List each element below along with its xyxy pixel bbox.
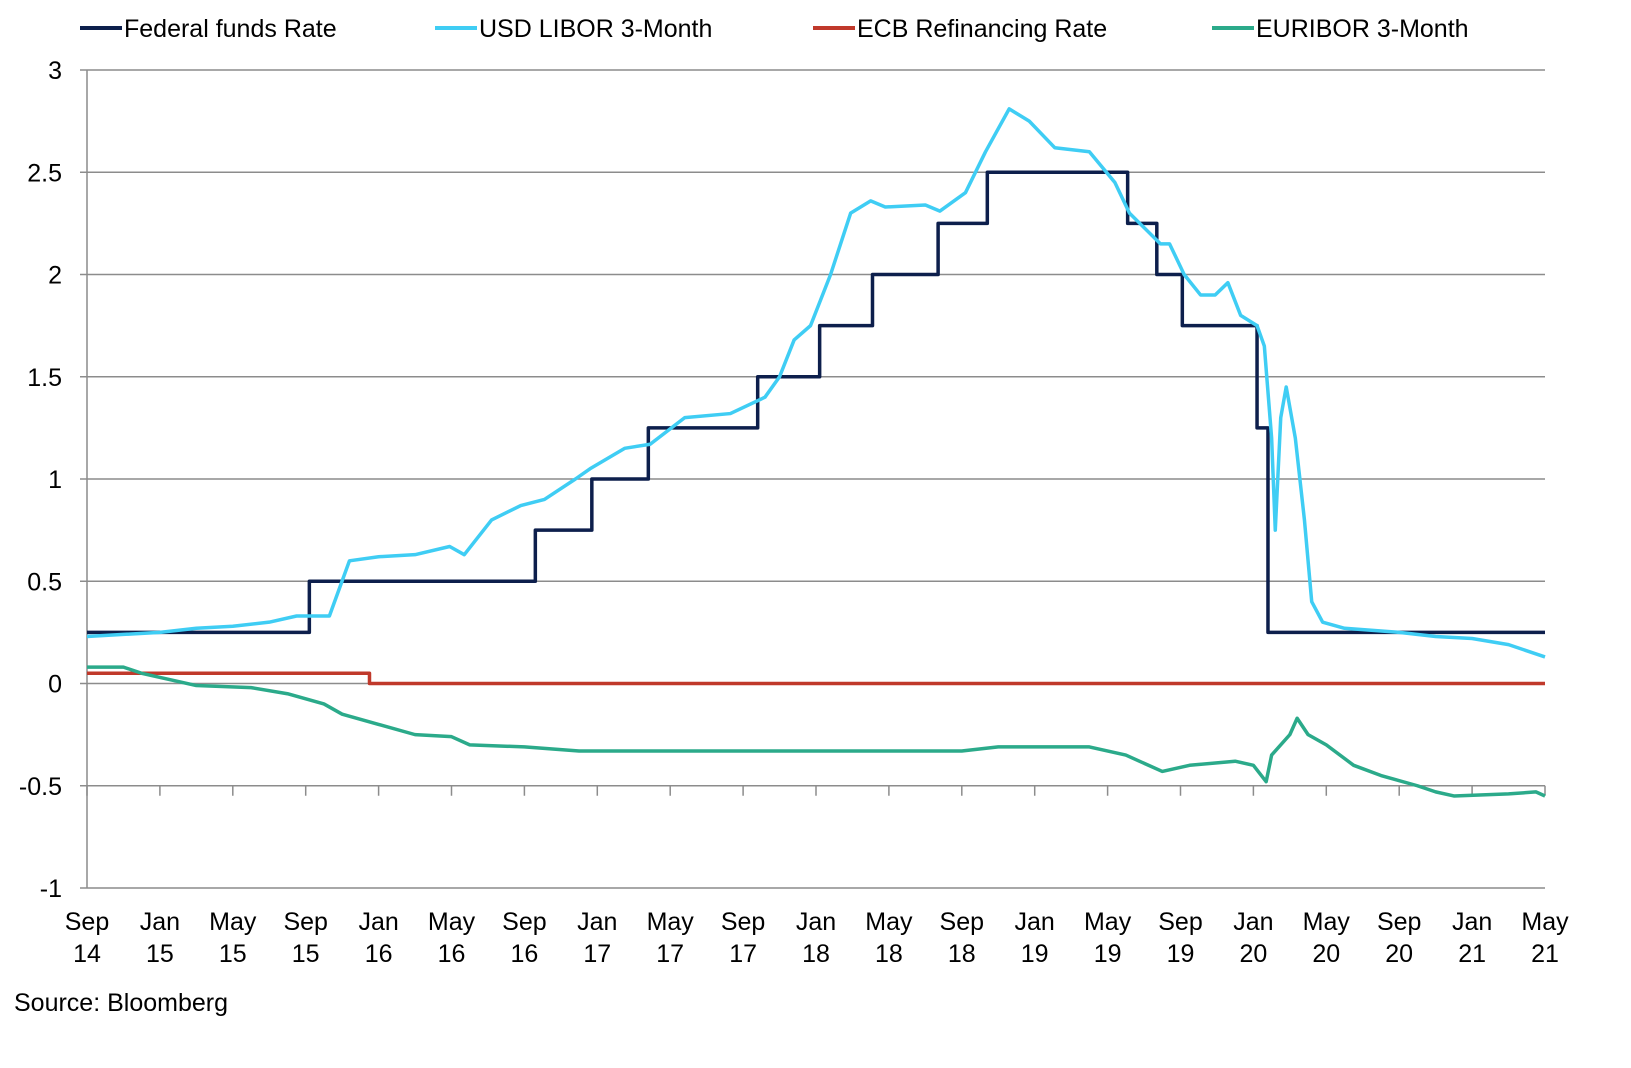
- series-lines: [86, 107, 1546, 798]
- series-line-ecb-refinancing-rate: [87, 671, 1545, 686]
- x-tick-label-month: Sep: [1158, 908, 1202, 936]
- x-tick-label-month: May: [1084, 908, 1132, 936]
- x-tick-label-month: Sep: [1377, 908, 1421, 936]
- y-tick-label: 1.5: [27, 364, 62, 392]
- y-tick-label: 2: [48, 262, 62, 290]
- x-tick-label-month: Jan: [1452, 908, 1492, 936]
- x-tick-label-month: Sep: [502, 908, 546, 936]
- y-tick-label: -1: [40, 875, 62, 903]
- x-tick-label-month: Jan: [1015, 908, 1055, 936]
- x-tick-label-year: 16: [365, 940, 393, 968]
- x-tick-label-month: Jan: [358, 908, 398, 936]
- x-tick-label-year: 15: [292, 940, 320, 968]
- x-tick-label-year: 18: [875, 940, 903, 968]
- x-tick-label-year: 19: [1167, 940, 1195, 968]
- x-tick-label-month: Jan: [140, 908, 180, 936]
- x-tick-label-year: 21: [1531, 940, 1559, 968]
- x-tick-label-month: Sep: [65, 908, 109, 936]
- x-tick-label-year: 14: [73, 940, 101, 968]
- x-tick-label-year: 18: [802, 940, 830, 968]
- series-line-usd-libor-3-month: [86, 107, 1546, 659]
- y-tick-label: 0.5: [27, 568, 62, 596]
- source-note: Source: Bloomberg: [14, 989, 228, 1017]
- y-tick-label: 0: [48, 671, 62, 699]
- x-tick-label-month: May: [865, 908, 913, 936]
- x-tick-label-year: 20: [1385, 940, 1413, 968]
- legend-label-usd-libor-3-month: USD LIBOR 3-Month: [479, 15, 712, 43]
- legend-label-ecb-refinancing-rate: ECB Refinancing Rate: [857, 15, 1107, 43]
- x-tick-label-year: 19: [1094, 940, 1122, 968]
- x-tick-label-year: 20: [1239, 940, 1267, 968]
- x-tick-label-year: 17: [583, 940, 611, 968]
- x-tick-label-year: 21: [1458, 940, 1486, 968]
- gridlines: [87, 69, 1545, 889]
- x-tick-label-year: 17: [729, 940, 757, 968]
- x-tick-label-year: 16: [438, 940, 466, 968]
- x-tick-label-month: May: [1303, 908, 1351, 936]
- x-axis: Sep 14 Jan 15 May 15 Sep 15 Jan 16 May 16 Sep 16 Jan 17…: [65, 785, 1569, 968]
- legend-label-federal-funds-rate: Federal funds Rate: [124, 15, 337, 43]
- x-tick-label-year: 15: [146, 940, 174, 968]
- x-tick-label-month: Sep: [721, 908, 765, 936]
- x-tick-label-year: 19: [1021, 940, 1049, 968]
- y-axis: 3 2.5 2 1.5 1 0.5 0 -0.5 -1: [19, 57, 88, 903]
- y-tick-label: 3: [48, 57, 62, 85]
- legend-label-euribor-3-month: EURIBOR 3-Month: [1256, 15, 1469, 43]
- y-tick-label: 1: [48, 466, 62, 494]
- x-tick-label-month: Jan: [1233, 908, 1273, 936]
- series-line-federal-funds-rate: [87, 170, 1545, 635]
- y-tick-label: 2.5: [27, 159, 62, 187]
- x-tick-label-month: May: [647, 908, 695, 936]
- x-tick-label-year: 20: [1312, 940, 1340, 968]
- x-tick-label-month: May: [1521, 908, 1569, 936]
- x-tick-label-month: Jan: [577, 908, 617, 936]
- x-tick-label-month: May: [209, 908, 257, 936]
- legend: Federal funds Rate USD LIBOR 3-Month ECB R…: [80, 15, 1469, 43]
- x-tick-label-year: 18: [948, 940, 976, 968]
- x-tick-label-year: 16: [510, 940, 538, 968]
- x-tick-label-month: Sep: [940, 908, 984, 936]
- x-tick-label-month: May: [428, 908, 476, 936]
- x-tick-label-month: Sep: [283, 908, 327, 936]
- x-tick-label-year: 17: [656, 940, 684, 968]
- x-tick-label-year: 15: [219, 940, 247, 968]
- y-tick-label: -0.5: [19, 773, 62, 801]
- series-line-euribor-3-month: [87, 665, 1546, 798]
- x-tick-label-month: Jan: [796, 908, 836, 936]
